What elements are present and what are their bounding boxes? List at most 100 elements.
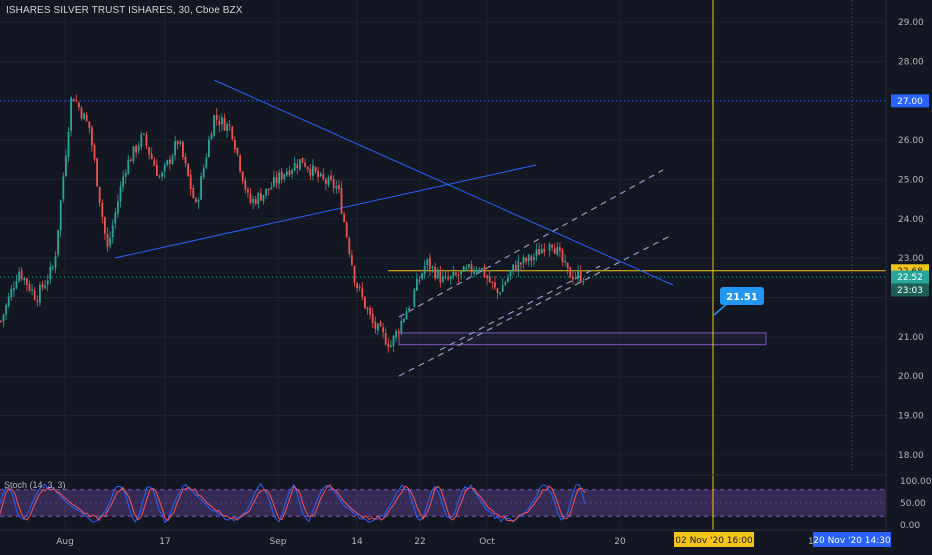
candle-body	[514, 265, 517, 271]
candle-body	[507, 277, 509, 282]
candle-body	[241, 171, 244, 182]
y-tick-label: 21.00	[898, 333, 924, 343]
x-tick-label: 17	[159, 537, 170, 547]
candle-body	[421, 273, 423, 279]
candle-body	[70, 97, 72, 131]
candle-body	[543, 248, 546, 253]
candle-body	[200, 176, 202, 200]
candle-body	[475, 270, 478, 272]
candle-body	[41, 283, 44, 288]
candle-body	[226, 123, 228, 131]
candle-body	[457, 275, 460, 277]
candle-body	[119, 186, 122, 202]
candle-body	[15, 281, 18, 289]
candle-body	[423, 266, 426, 274]
candle-body	[325, 179, 327, 184]
candle-body	[494, 282, 496, 288]
candle-body	[416, 278, 418, 291]
candle-body	[135, 145, 137, 153]
candle-body	[57, 230, 59, 255]
candle-body	[559, 247, 561, 251]
candle-body	[236, 148, 239, 154]
candle-body	[39, 284, 41, 303]
candle-body	[496, 288, 499, 293]
candle-body	[109, 237, 111, 246]
y-tick-label: 20.00	[898, 372, 924, 382]
candle-body	[348, 238, 351, 254]
candle-body	[442, 276, 444, 282]
candle-body	[197, 199, 200, 203]
candle-body	[254, 198, 257, 205]
candle-body	[228, 124, 231, 126]
candle-body	[327, 177, 330, 186]
price-label-27: 27.00	[897, 97, 923, 107]
candle-body	[574, 277, 577, 279]
candle-body	[192, 187, 195, 198]
candle-body	[520, 262, 522, 265]
annotation-label: 21.51	[726, 292, 758, 303]
candle-body	[28, 283, 31, 291]
candle-body	[67, 131, 70, 157]
candle-body	[98, 186, 101, 203]
candle-body	[104, 217, 106, 234]
candle-body	[322, 174, 325, 179]
candle-body	[548, 243, 551, 251]
candle-body	[124, 172, 127, 177]
candle-body	[85, 114, 88, 122]
cursor-time-bg	[674, 532, 754, 547]
candle-body	[468, 264, 470, 268]
stochastic-panel	[0, 482, 886, 524]
candle-body	[353, 266, 356, 283]
candle-body	[512, 264, 514, 271]
candle-body	[296, 164, 299, 169]
candle-body	[49, 266, 52, 280]
candle-body	[455, 272, 457, 275]
candle-body	[13, 288, 15, 291]
y-tick-label: 29.00	[898, 18, 924, 28]
candle-body	[439, 270, 442, 283]
candle-body	[7, 296, 10, 307]
candle-body	[309, 169, 312, 176]
y-tick-label: 18.00	[898, 451, 924, 461]
candle-body	[31, 289, 33, 291]
y-tick-label: 23.00	[898, 254, 924, 264]
candle-body	[176, 140, 179, 145]
candle-body	[137, 146, 140, 152]
candle-body	[444, 276, 447, 278]
candle-body	[111, 225, 114, 238]
candle-body	[384, 333, 387, 345]
candle-body	[0, 320, 2, 322]
candle-body	[364, 296, 366, 309]
candle-body	[5, 304, 7, 315]
candle-body	[223, 117, 226, 131]
candle-body	[18, 271, 20, 282]
cursor-time-label: 02 Nov '20 16:00	[675, 536, 753, 546]
candle-body	[174, 141, 176, 156]
candle-body	[488, 276, 491, 283]
candle-body	[460, 271, 462, 275]
candle-body	[62, 176, 65, 200]
candle-body	[234, 139, 236, 150]
candle-body	[356, 282, 358, 289]
candle-body	[382, 327, 384, 333]
candle-body	[314, 166, 317, 172]
candle-body	[283, 174, 286, 179]
candle-body	[169, 159, 171, 164]
candle-body	[299, 159, 301, 170]
candle-body	[2, 314, 5, 322]
candle-body	[166, 160, 169, 166]
candle-body	[483, 266, 486, 277]
grid	[0, 0, 886, 530]
candle-body	[117, 201, 119, 214]
candle-body	[148, 147, 150, 155]
candle-body	[473, 271, 475, 274]
candle-body	[78, 102, 80, 108]
candle-body	[470, 264, 473, 273]
stoch-label: Stoch (14, 3, 3)	[4, 480, 66, 490]
y-tick-label: 19.00	[898, 412, 924, 422]
candle-body	[288, 170, 291, 176]
candle-body	[122, 176, 124, 187]
candle-body	[306, 166, 309, 170]
